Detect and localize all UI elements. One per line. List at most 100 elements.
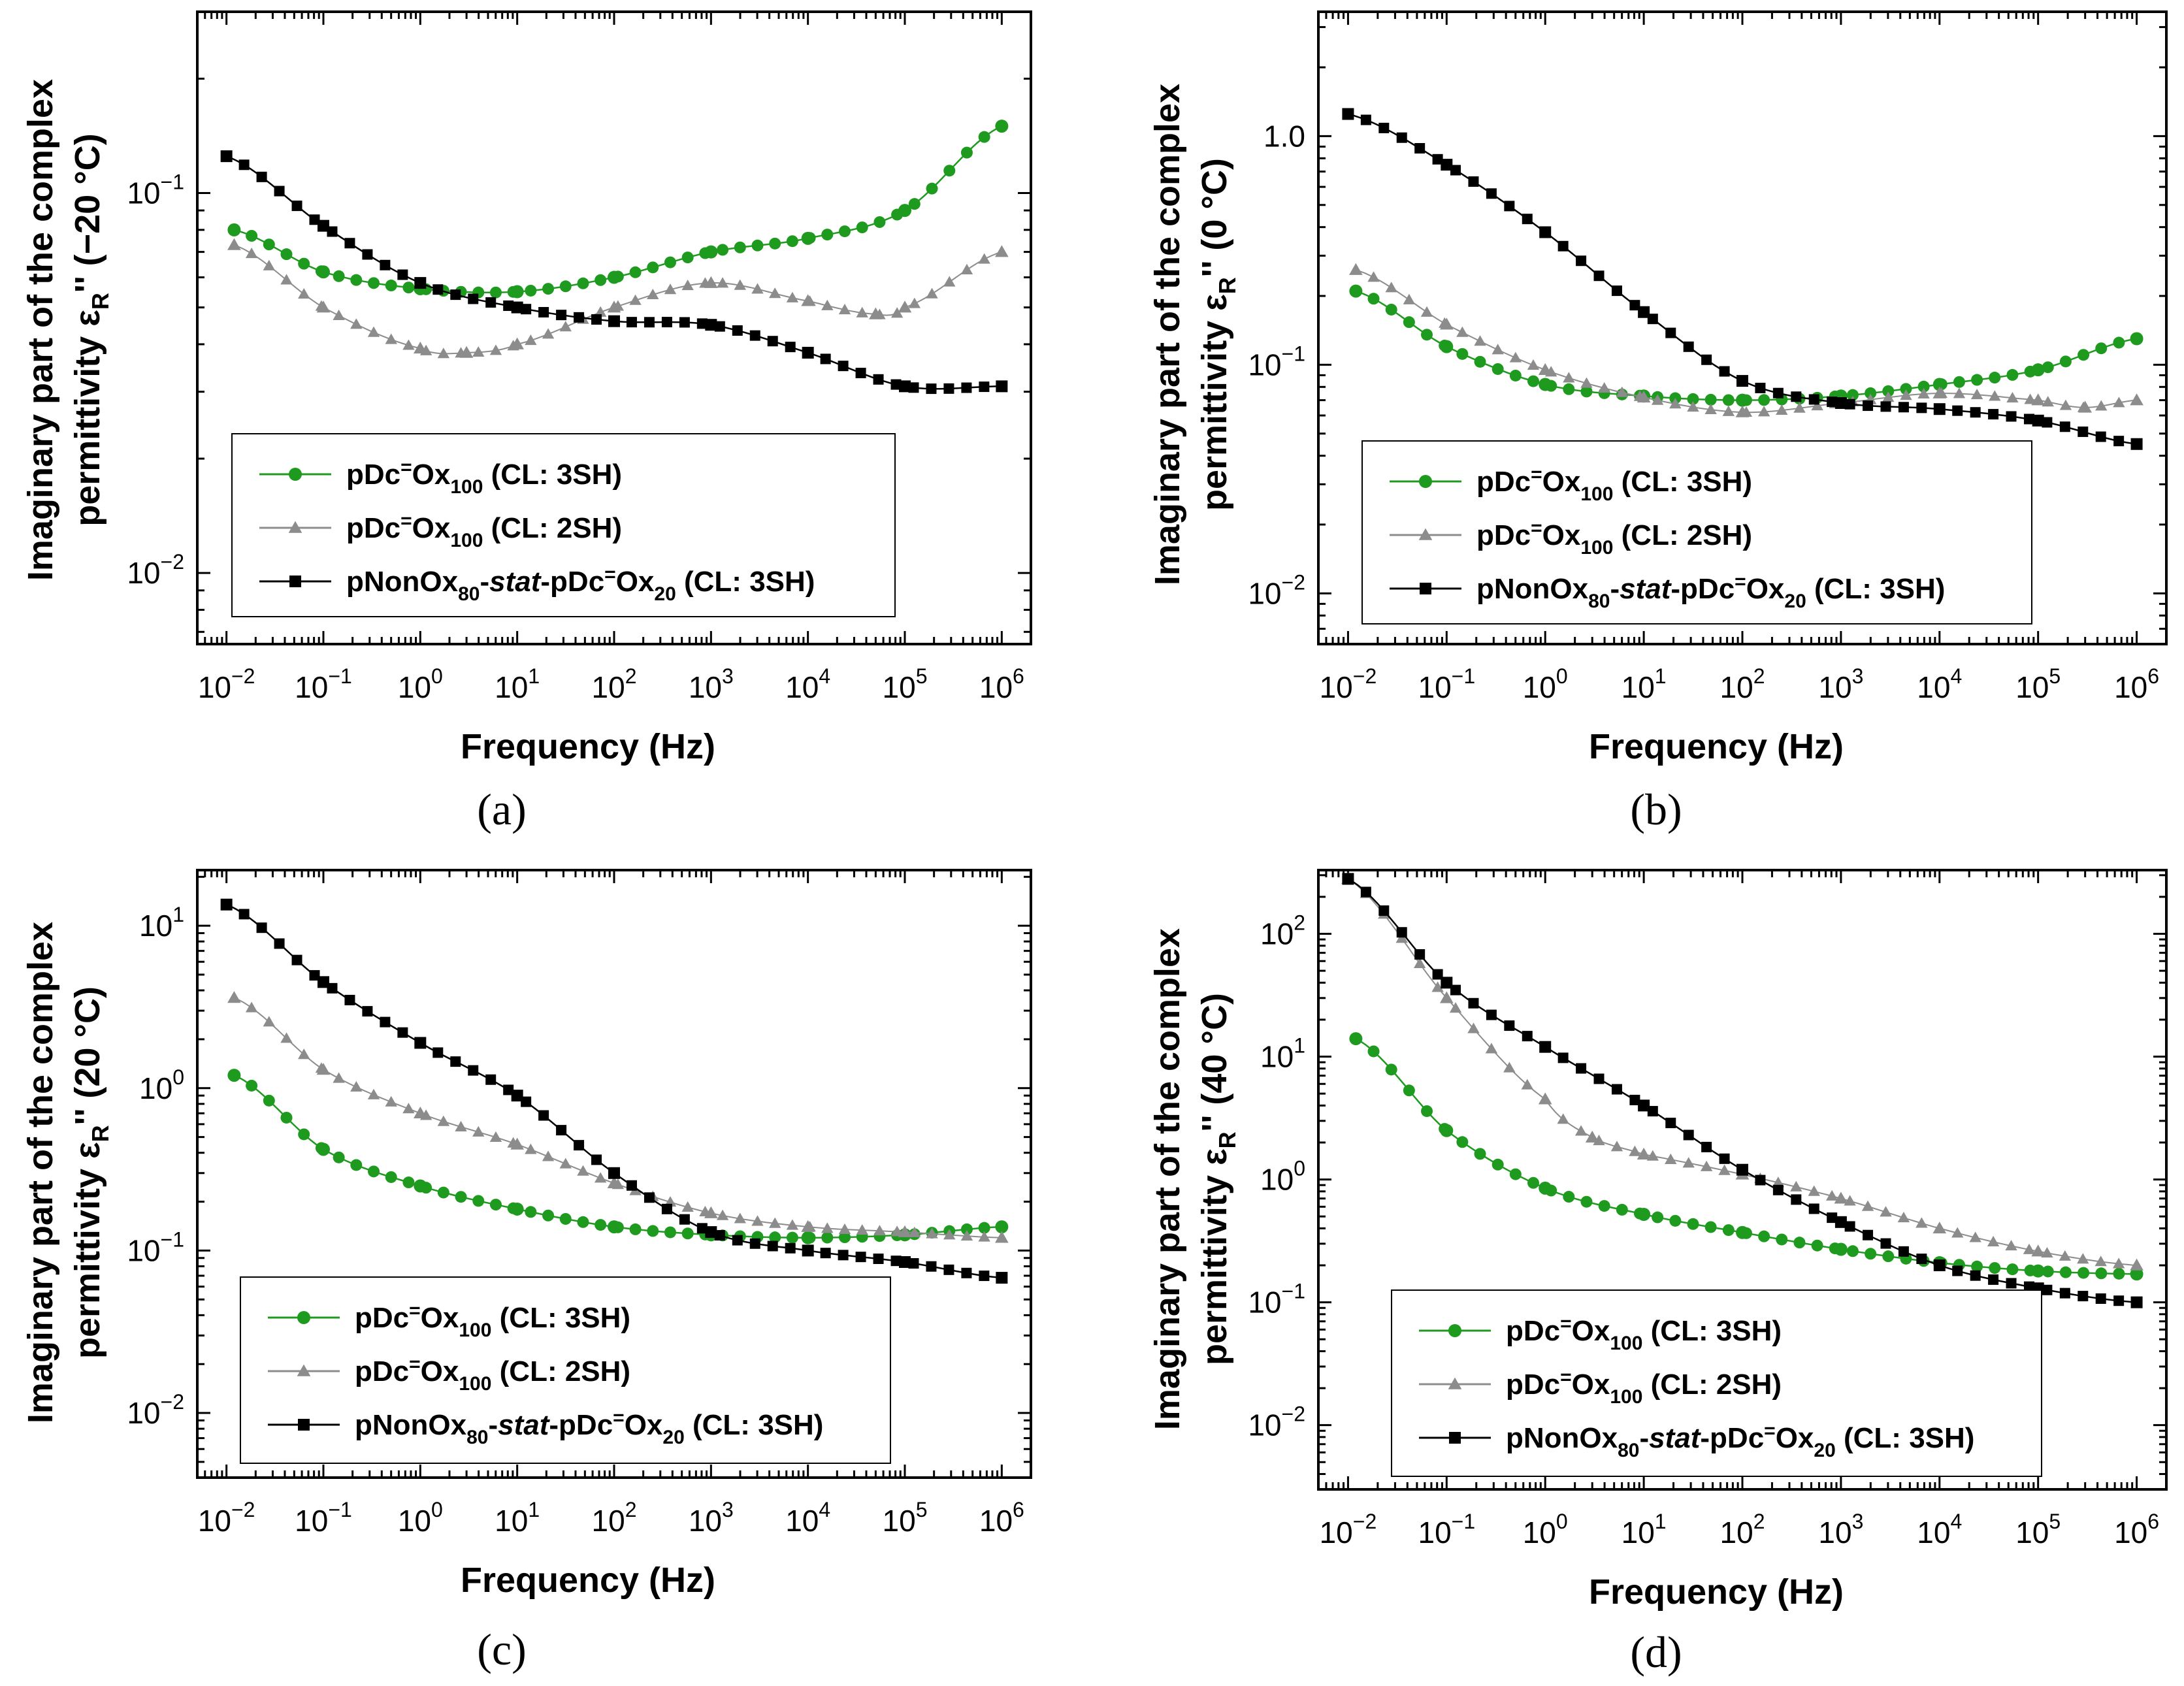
data-point	[367, 1088, 380, 1099]
data-point	[1757, 406, 1770, 417]
legend-label: pNonOx80-stat-pDc=Ox20 (CL: 3SH)	[1476, 571, 1945, 612]
data-point	[821, 1231, 834, 1244]
data-point	[681, 280, 694, 291]
data-point	[716, 1209, 729, 1220]
panel-label: (d)	[1630, 1627, 1682, 1677]
data-point	[714, 321, 725, 332]
legend-box	[231, 433, 896, 617]
data-point	[1576, 1063, 1587, 1074]
data-point	[926, 383, 937, 395]
data-point-value	[2078, 400, 2093, 413]
y-tick-label: 10−1	[1248, 342, 1305, 381]
series-line	[233, 1074, 1002, 1239]
data-point	[1593, 1073, 1605, 1084]
data-point	[594, 306, 607, 317]
y-axis-title-line1: Imaginary part of the complex	[1148, 84, 1187, 585]
legend-label: pDc=Ox100 (CL: 2SH)	[1506, 1367, 1782, 1408]
data-point	[1880, 1238, 1891, 1249]
data-point	[1474, 1148, 1486, 1160]
y-tick-label: 10−2	[127, 1390, 184, 1430]
data-point	[1598, 1200, 1610, 1212]
data-point	[664, 284, 677, 295]
data-point	[432, 1047, 444, 1058]
data-point-value	[898, 1225, 912, 1237]
data-point-value	[995, 1220, 1009, 1234]
data-point	[767, 336, 778, 347]
data-point-value	[1440, 1124, 1454, 1137]
data-point	[908, 297, 921, 308]
data-point	[591, 1154, 602, 1165]
chart-panel-b: 10−2 10−1 100 101 102 103 104 105 106 10−2 10−1 1.0…	[1148, 10, 2168, 834]
data-point	[1432, 154, 1443, 165]
data-point-value	[607, 1176, 621, 1189]
data-point	[1687, 1218, 1699, 1230]
legend-label: pDc=Ox100 (CL: 3SH)	[1476, 464, 1752, 505]
data-point	[437, 1186, 449, 1199]
data-point	[591, 314, 602, 325]
data-point	[1988, 1274, 1999, 1285]
data-point	[978, 131, 990, 143]
data-point	[368, 277, 380, 289]
data-point	[838, 1250, 849, 1261]
data-point	[838, 303, 851, 315]
data-point-value	[1637, 1207, 1651, 1221]
data-point	[751, 283, 764, 294]
data-point	[1970, 407, 1981, 418]
series-circle	[227, 120, 1009, 299]
data-point	[525, 334, 537, 346]
data-point	[1616, 386, 1629, 397]
data-point	[943, 383, 954, 394]
data-point	[489, 344, 502, 355]
data-point	[908, 198, 921, 210]
data-point	[385, 280, 397, 292]
series-circle	[227, 1069, 1009, 1244]
data-point-value	[2130, 1296, 2143, 1308]
data-point-value	[2130, 438, 2143, 450]
y-tick-label: 10−1	[127, 170, 184, 210]
data-point	[626, 317, 637, 328]
data-point-value	[898, 204, 912, 218]
x-tick-label: 10−2	[1320, 664, 1377, 704]
data-point-value	[511, 301, 523, 314]
data-point	[1522, 1031, 1533, 1042]
x-tick-label: 106	[2114, 664, 2159, 704]
x-tick-label: 100	[398, 664, 443, 704]
data-point	[1367, 1045, 1380, 1058]
data-point-value	[1735, 405, 1750, 417]
data-point	[2113, 336, 2125, 349]
y-axis-title-line2: permittivity εR'' (20 °C)	[68, 986, 114, 1359]
x-axis-title: Frequency (Hz)	[1589, 1572, 1844, 1612]
data-point	[1704, 403, 1717, 415]
data-point	[246, 229, 258, 242]
data-point	[821, 229, 834, 241]
legend-label: pDc=Ox100 (CL: 3SH)	[346, 457, 622, 498]
data-point	[1704, 393, 1717, 406]
data-point	[1593, 270, 1605, 282]
x-tick-label: 100	[1523, 664, 1568, 704]
data-point	[577, 1165, 589, 1176]
data-point	[1861, 1200, 1874, 1211]
data-point	[626, 1180, 637, 1191]
data-point-value	[1736, 393, 1749, 407]
data-point	[785, 342, 796, 353]
data-point	[1772, 1176, 1785, 1188]
data-point	[333, 1072, 345, 1083]
series-circle	[1349, 1032, 2143, 1281]
data-point	[1882, 385, 1895, 397]
data-point	[397, 1027, 408, 1038]
legend-entry: pDc=Ox100 (CL: 2SH)	[1390, 517, 1752, 559]
data-point	[1485, 1043, 1498, 1054]
data-point	[1776, 404, 1788, 415]
y-tick-label: 1.0	[1263, 119, 1305, 153]
x-tick-label: 102	[1720, 1510, 1765, 1549]
data-point-value	[1834, 1216, 1847, 1228]
y-axis-title-line1: Imaginary part of the complex	[21, 922, 60, 1423]
data-point-value	[2031, 1244, 2045, 1257]
legend-label: pNonOx80-stat-pDc=Ox20 (CL: 3SH)	[1506, 1420, 1974, 1461]
legend-entry: pDc=Ox100 (CL: 2SH)	[268, 1354, 630, 1395]
data-point-value	[802, 1244, 814, 1257]
y-axis-title-line2: permittivity εR'' (40 °C)	[1195, 993, 1241, 1365]
data-point	[1610, 1141, 1623, 1152]
data-point	[1557, 1113, 1569, 1124]
series-triangle	[227, 238, 1009, 359]
